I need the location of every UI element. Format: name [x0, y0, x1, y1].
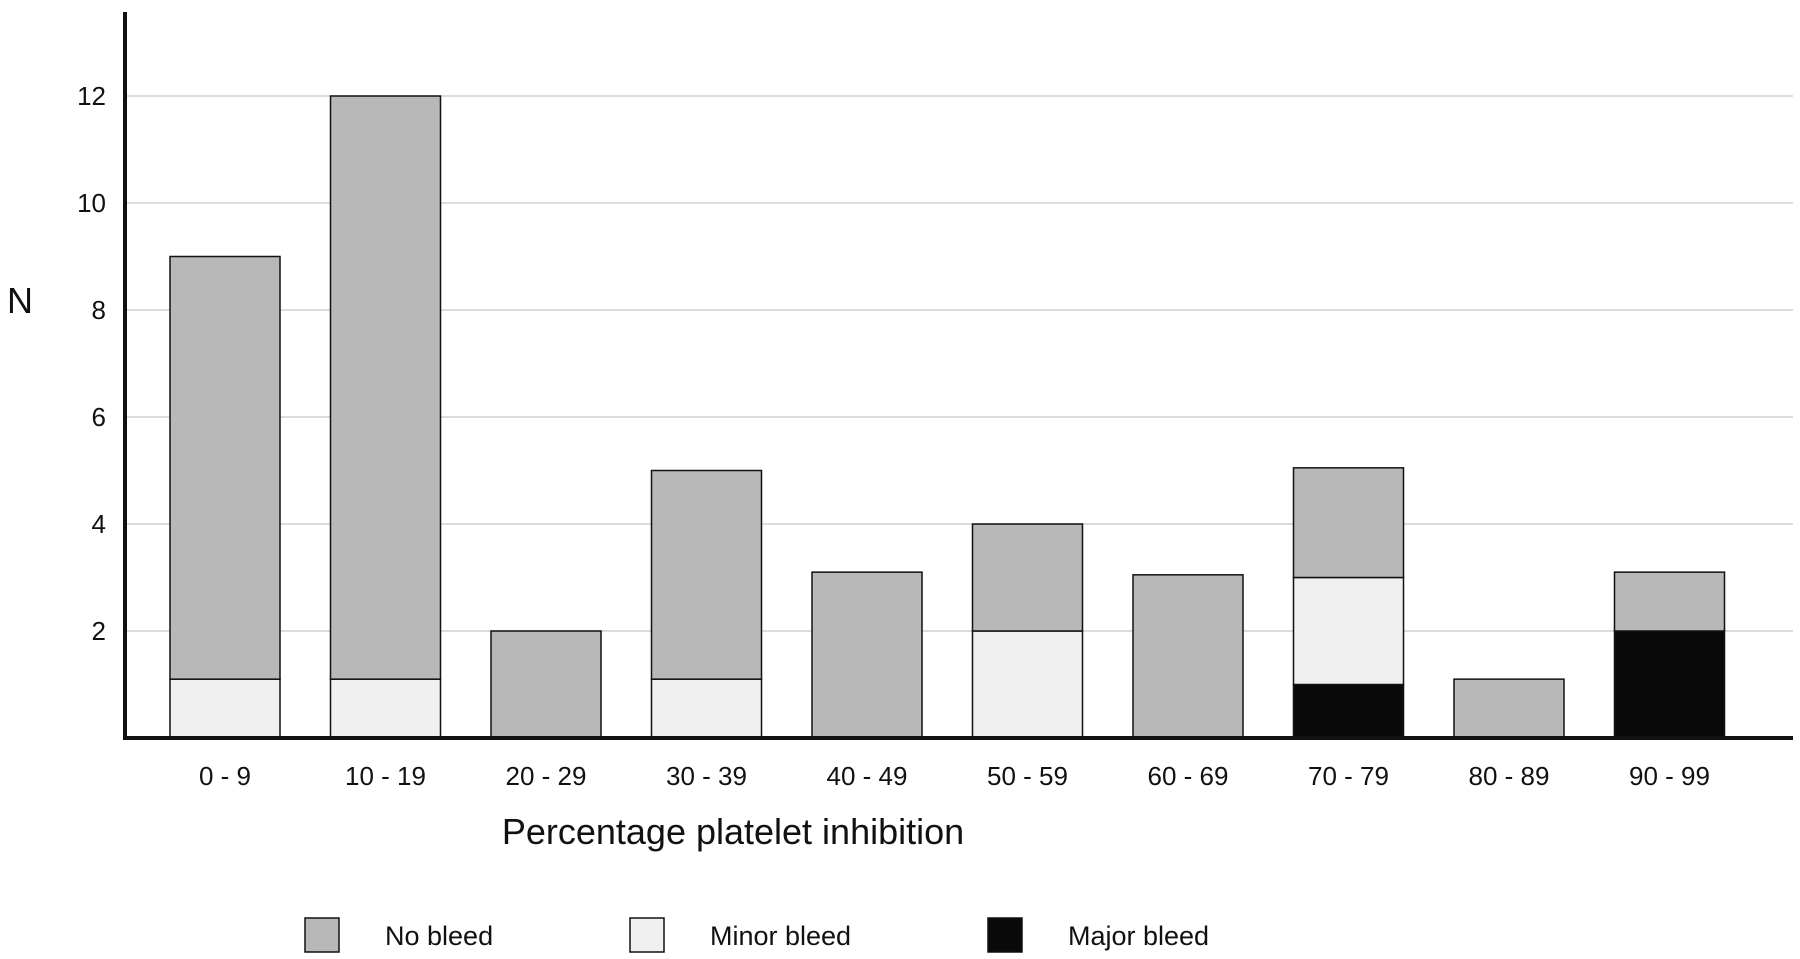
bar-segment-minor-bleed: [329, 678, 442, 739]
bar-segment-no-bleed: [169, 255, 281, 680]
y-tick-label: 4: [92, 509, 106, 539]
x-tick-label: 50 - 59: [987, 761, 1068, 791]
bar-segment-major-bleed: [1292, 683, 1405, 739]
x-tick-label: 60 - 69: [1148, 761, 1229, 791]
x-tick-label: 70 - 79: [1308, 761, 1389, 791]
x-tick-label: 10 - 19: [345, 761, 426, 791]
bar-segment-no-bleed: [1132, 574, 1244, 739]
x-axis-title: Percentage platelet inhibition: [502, 811, 964, 852]
bar-segment-no-bleed: [650, 469, 763, 680]
x-tick-label: 0 - 9: [199, 761, 251, 791]
x-tick-label: 20 - 29: [506, 761, 587, 791]
bar-segment-minor-bleed: [169, 678, 281, 739]
bar-segment-minor-bleed: [971, 630, 1084, 739]
bar-segment-no-bleed: [811, 571, 923, 739]
y-tick-label: 10: [77, 188, 106, 218]
legend-swatch: [304, 917, 340, 953]
bar-segment-no-bleed: [329, 95, 442, 680]
bar-segment-no-bleed: [971, 523, 1084, 632]
y-axis-title: N: [7, 280, 33, 321]
y-tick-label: 8: [92, 295, 106, 325]
legend: No bleed Minor bleed Major bleed: [304, 917, 1209, 953]
y-tick-labels: 2 4 6 8 10 12: [77, 81, 106, 646]
y-tick-label: 2: [92, 616, 106, 646]
bar-segment-no-bleed: [490, 630, 602, 739]
x-tick-label: 40 - 49: [827, 761, 908, 791]
x-tick-label: 30 - 39: [666, 761, 747, 791]
bar-segment-no-bleed: [1292, 467, 1405, 579]
bar-segment-minor-bleed: [650, 678, 763, 739]
bar-segment-major-bleed: [1613, 630, 1726, 739]
bar-segment-minor-bleed: [1292, 576, 1405, 686]
y-tick-label: 6: [92, 402, 106, 432]
x-tick-labels: 0 - 9 10 - 19 20 - 29 30 - 39 40 - 49 50 - 59…: [199, 761, 1710, 791]
legend-label: No bleed: [385, 921, 493, 951]
bars: [169, 95, 1726, 739]
legend-label: Major bleed: [1068, 921, 1209, 951]
bar-segment-no-bleed: [1453, 678, 1565, 739]
legend-swatch: [987, 917, 1023, 953]
x-tick-label: 80 - 89: [1469, 761, 1550, 791]
x-tick-label: 90 - 99: [1629, 761, 1710, 791]
axes: [123, 12, 1793, 740]
y-tick-label: 12: [77, 81, 106, 111]
legend-swatch: [629, 917, 665, 953]
legend-label: Minor bleed: [710, 921, 851, 951]
bar-segment-no-bleed: [1613, 571, 1726, 632]
